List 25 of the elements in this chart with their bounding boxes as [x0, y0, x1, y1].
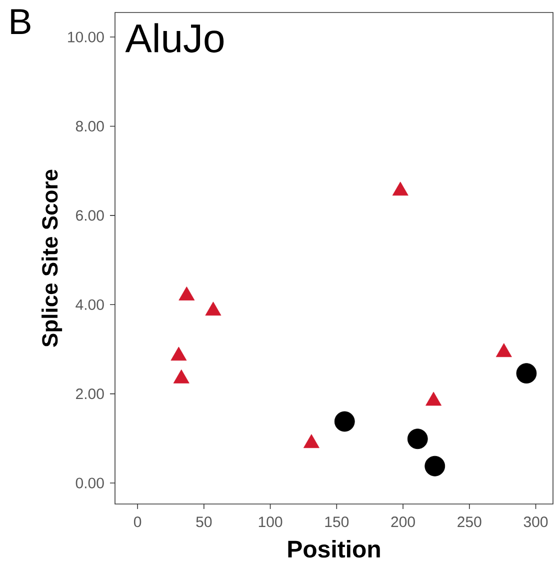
x-axis-title: Position	[288, 540, 380, 558]
y-tick-label: 0.00	[76, 478, 104, 488]
point	[496, 343, 512, 358]
point	[178, 286, 195, 300]
y-tick-label: 8.00	[76, 120, 104, 132]
point	[303, 434, 320, 448]
point	[173, 369, 190, 384]
text: B	[11, 9, 30, 34]
x-tick-label: 100	[258, 516, 282, 528]
y-tick-label: 4.00	[76, 299, 104, 310]
y-axis-title: Splice Site Score	[42, 170, 62, 347]
y-tick-label: 2.00	[76, 388, 104, 400]
point	[392, 182, 408, 196]
x-tick-label: 150	[325, 516, 349, 528]
y-tick-label: 6.00	[76, 210, 104, 221]
x-tick-label: 0	[134, 516, 142, 528]
point	[426, 392, 442, 406]
point	[170, 346, 187, 361]
point	[205, 302, 222, 316]
x-tick-label: 300	[524, 516, 548, 528]
x-tick-label: 250	[458, 516, 482, 528]
annotation: AluJo	[125, 23, 224, 53]
y-tick-label: 10.00	[68, 32, 104, 42]
x-tick-label: 200	[391, 516, 415, 528]
x-tick-label: 50	[196, 516, 212, 528]
